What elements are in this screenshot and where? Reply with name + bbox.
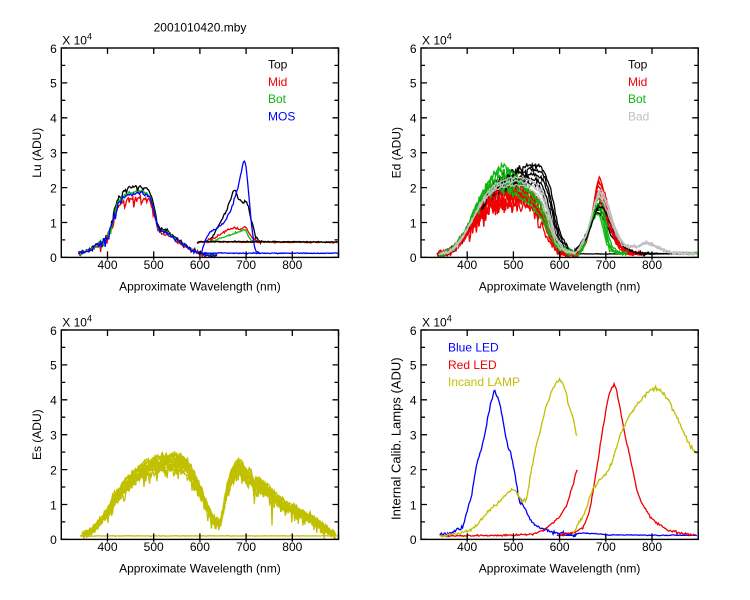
svg-text:6: 6 [50,42,57,56]
svg-text:400: 400 [97,258,117,272]
svg-text:6: 6 [410,324,417,338]
svg-text:400: 400 [97,540,117,554]
svg-text:500: 500 [144,540,164,554]
svg-text:Approximate Wavelength (nm): Approximate Wavelength (nm) [119,279,281,293]
svg-text:800: 800 [642,258,662,272]
svg-text:Top: Top [268,58,288,72]
svg-text:5: 5 [410,77,417,91]
svg-text:4: 4 [410,112,417,126]
svg-text:700: 700 [596,540,616,554]
svg-text:500: 500 [503,258,523,272]
svg-text:Bot: Bot [268,92,287,106]
svg-text:X 104: X 104 [62,314,92,330]
svg-text:Approximate Wavelength (nm): Approximate Wavelength (nm) [479,561,641,575]
svg-text:Red LED: Red LED [448,358,497,372]
svg-text:600: 600 [550,258,570,272]
svg-text:1: 1 [410,498,417,512]
svg-text:4: 4 [410,394,417,408]
svg-text:2: 2 [50,463,57,477]
svg-text:Lu (ADU): Lu (ADU) [30,128,44,178]
svg-text:X 104: X 104 [62,32,92,48]
svg-text:2: 2 [50,181,57,195]
svg-text:Incand LAMP: Incand LAMP [448,375,520,389]
svg-text:600: 600 [190,258,210,272]
svg-text:6: 6 [410,42,417,56]
svg-text:500: 500 [503,540,523,554]
svg-text:4: 4 [50,112,57,126]
svg-text:3: 3 [410,147,417,161]
svg-text:0: 0 [50,251,57,265]
svg-text:2: 2 [410,181,417,195]
svg-text:800: 800 [282,540,302,554]
svg-text:400: 400 [457,540,477,554]
svg-text:500: 500 [144,258,164,272]
svg-text:3: 3 [410,429,417,443]
svg-text:1: 1 [50,498,57,512]
svg-text:600: 600 [550,540,570,554]
svg-text:Mid: Mid [628,75,647,89]
svg-text:Approximate Wavelength (nm): Approximate Wavelength (nm) [119,561,281,575]
svg-text:Bot: Bot [628,92,647,106]
svg-text:Internal Calib. Lamps (ADU): Internal Calib. Lamps (ADU) [389,357,404,520]
svg-text:X 104: X 104 [422,32,452,48]
svg-text:0: 0 [410,533,417,547]
svg-text:6: 6 [50,324,57,338]
svg-text:Bad: Bad [628,109,649,123]
svg-text:800: 800 [282,258,302,272]
svg-text:Approximate Wavelength (nm): Approximate Wavelength (nm) [479,279,641,293]
svg-text:700: 700 [236,258,256,272]
svg-text:X 104: X 104 [422,314,452,330]
svg-text:3: 3 [50,429,57,443]
svg-text:3: 3 [50,147,57,161]
svg-text:600: 600 [190,540,210,554]
svg-text:MOS: MOS [268,109,295,123]
svg-text:Es (ADU): Es (ADU) [30,409,44,460]
svg-text:Mid: Mid [268,75,287,89]
svg-text:0: 0 [410,251,417,265]
svg-text:800: 800 [642,540,662,554]
svg-text:Blue LED: Blue LED [448,341,499,355]
svg-text:5: 5 [50,77,57,91]
svg-text:2: 2 [410,463,417,477]
svg-text:1: 1 [50,216,57,230]
svg-text:5: 5 [50,359,57,373]
svg-text:400: 400 [457,258,477,272]
svg-text:700: 700 [236,540,256,554]
svg-text:1: 1 [410,216,417,230]
svg-text:Top: Top [628,58,648,72]
svg-text:2001010420.mby: 2001010420.mby [154,21,247,35]
svg-text:4: 4 [50,394,57,408]
svg-text:Ed (ADU): Ed (ADU) [390,127,404,178]
svg-text:700: 700 [596,258,616,272]
svg-text:0: 0 [50,533,57,547]
svg-text:5: 5 [410,359,417,373]
